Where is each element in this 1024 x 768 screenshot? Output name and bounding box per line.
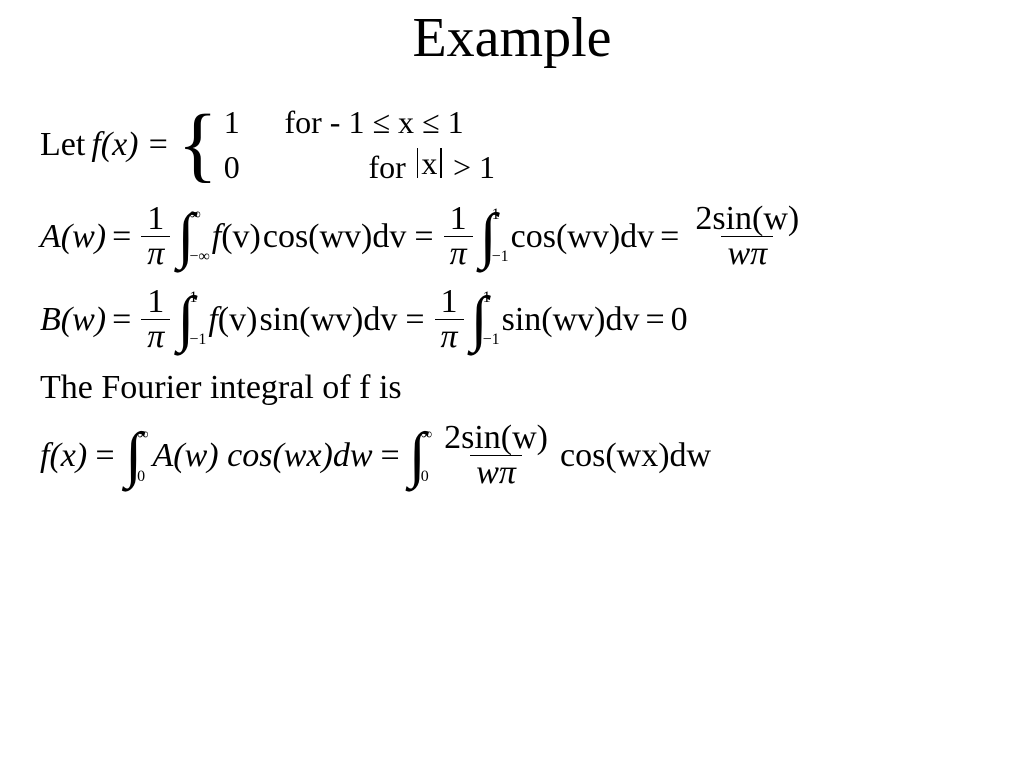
bw-integrand1-rest: sin(wv)dv bbox=[259, 300, 397, 339]
bw-coef1-num: 1 bbox=[141, 285, 170, 319]
fourier-integral-row: f(x) = ∫ ∞ 0 A(w) cos(wx)dw = ∫ ∞ 0 2sin… bbox=[40, 421, 984, 490]
aw-int2-upper: 1 bbox=[492, 207, 509, 223]
aw-eq1: = bbox=[112, 217, 131, 256]
final-int2-lower: 0 bbox=[421, 469, 432, 485]
aw-integrand1-f: f bbox=[212, 217, 221, 256]
aw-result: 2sin(w) wπ bbox=[689, 202, 805, 271]
bw-int1-upper: 1 bbox=[189, 290, 206, 306]
bw-coef2-num: 1 bbox=[435, 285, 464, 319]
slide-title: Example bbox=[0, 6, 1024, 70]
piecewise-cases: { 1 for - 1 ≤ x ≤ 1 0 for x > 1 bbox=[177, 102, 495, 188]
aw-int1-upper: ∞ bbox=[189, 207, 209, 223]
case-1: 1 for - 1 ≤ x ≤ 1 bbox=[224, 102, 495, 143]
final-int1-lower: 0 bbox=[137, 469, 148, 485]
aw-result-num: 2sin(w) bbox=[689, 202, 805, 236]
abs-x-icon: x bbox=[414, 145, 445, 182]
case-1-condition: - 1 ≤ x ≤ 1 bbox=[330, 104, 464, 141]
final-int2-upper: ∞ bbox=[421, 427, 432, 443]
aw-integral1: ∫ ∞ −∞ bbox=[176, 207, 209, 265]
final-integral2: ∫ ∞ 0 bbox=[408, 427, 432, 485]
final-fx: f(x) bbox=[40, 436, 87, 475]
final-fraction: 2sin(w) wπ bbox=[438, 421, 554, 490]
final-int1-upper: ∞ bbox=[137, 427, 148, 443]
definition-row: Let f(x) = { 1 for - 1 ≤ x ≤ 1 0 for x >… bbox=[40, 102, 984, 188]
final-integrand1: A(w) cos(wx)dw bbox=[153, 436, 373, 475]
bw-integral2: ∫ 1 −1 bbox=[470, 290, 500, 348]
aw-lhs: A(w) bbox=[40, 217, 106, 256]
aw-integrand1-rest: cos(wv)dv bbox=[263, 217, 407, 256]
case-2-gt: > 1 bbox=[453, 149, 495, 186]
final-eq1: = bbox=[93, 436, 116, 475]
aw-result-den: wπ bbox=[721, 236, 773, 271]
case-2: 0 for x > 1 bbox=[224, 143, 495, 188]
aw-eq3: = bbox=[660, 217, 679, 256]
final-tail: cos(wx)dw bbox=[560, 436, 711, 475]
aw-integrand2: cos(wv)dv bbox=[511, 217, 655, 256]
bw-result: 0 bbox=[671, 300, 688, 339]
fx-symbol: f(x) bbox=[91, 125, 138, 164]
aw-int2-lower: −1 bbox=[492, 249, 509, 265]
bw-integral1: ∫ 1 −1 bbox=[176, 290, 206, 348]
aw-coef1: 1 π bbox=[141, 202, 170, 271]
final-frac-den: wπ bbox=[470, 455, 522, 490]
final-frac-num: 2sin(w) bbox=[438, 421, 554, 455]
bw-eq3: = bbox=[645, 300, 664, 339]
fourier-sentence-text: The Fourier integral of f is bbox=[40, 368, 402, 407]
case-2-for: for bbox=[348, 149, 406, 186]
slide: Example Let f(x) = { 1 for - 1 ≤ x ≤ 1 0… bbox=[0, 0, 1024, 768]
bw-eq1: = bbox=[112, 300, 131, 339]
fourier-sentence: The Fourier integral of f is bbox=[40, 368, 984, 407]
aw-coef1-num: 1 bbox=[141, 202, 170, 236]
aw-integrand1-paren: (v) bbox=[221, 217, 261, 256]
aw-int1-lower: −∞ bbox=[189, 249, 209, 265]
bw-integrand1-f: f bbox=[208, 300, 217, 339]
aw-coef2: 1 π bbox=[444, 202, 473, 271]
aw-coef2-den: π bbox=[444, 236, 473, 271]
bw-integrand2: sin(wv)dv bbox=[502, 300, 640, 339]
let-text: Let bbox=[40, 125, 85, 164]
bw-int2-upper: 1 bbox=[483, 290, 500, 306]
abs-x-inner: x bbox=[421, 145, 437, 182]
bw-coef2: 1 π bbox=[435, 285, 464, 354]
case-1-for: for bbox=[264, 104, 322, 141]
aw-coef1-den: π bbox=[141, 236, 170, 271]
final-eq2: = bbox=[381, 436, 400, 475]
bw-coef1-den: π bbox=[141, 319, 170, 354]
left-brace-icon: { bbox=[177, 113, 217, 176]
bw-integrand1-paren: (v) bbox=[218, 300, 258, 339]
bw-coef2-den: π bbox=[435, 319, 464, 354]
bw-coef1: 1 π bbox=[141, 285, 170, 354]
aw-eq2: = bbox=[414, 217, 433, 256]
bw-eq2: = bbox=[405, 300, 424, 339]
equals-sign: = bbox=[147, 125, 170, 164]
bw-int2-lower: −1 bbox=[483, 332, 500, 348]
bw-lhs: B(w) bbox=[40, 300, 106, 339]
case-1-value: 1 bbox=[224, 104, 240, 141]
bw-int1-lower: −1 bbox=[189, 332, 206, 348]
slide-body: Let f(x) = { 1 for - 1 ≤ x ≤ 1 0 for x >… bbox=[40, 92, 984, 504]
aw-coef2-num: 1 bbox=[444, 202, 473, 236]
b-of-w-row: B(w) = 1 π ∫ 1 −1 f (v) sin(wv)dv = 1 π bbox=[40, 285, 984, 354]
a-of-w-row: A(w) = 1 π ∫ ∞ −∞ f (v) cos(wv)dv = 1 π bbox=[40, 202, 984, 271]
aw-integral2: ∫ 1 −1 bbox=[479, 207, 509, 265]
case-2-value: 0 bbox=[224, 149, 240, 186]
final-integral1: ∫ ∞ 0 bbox=[124, 427, 148, 485]
